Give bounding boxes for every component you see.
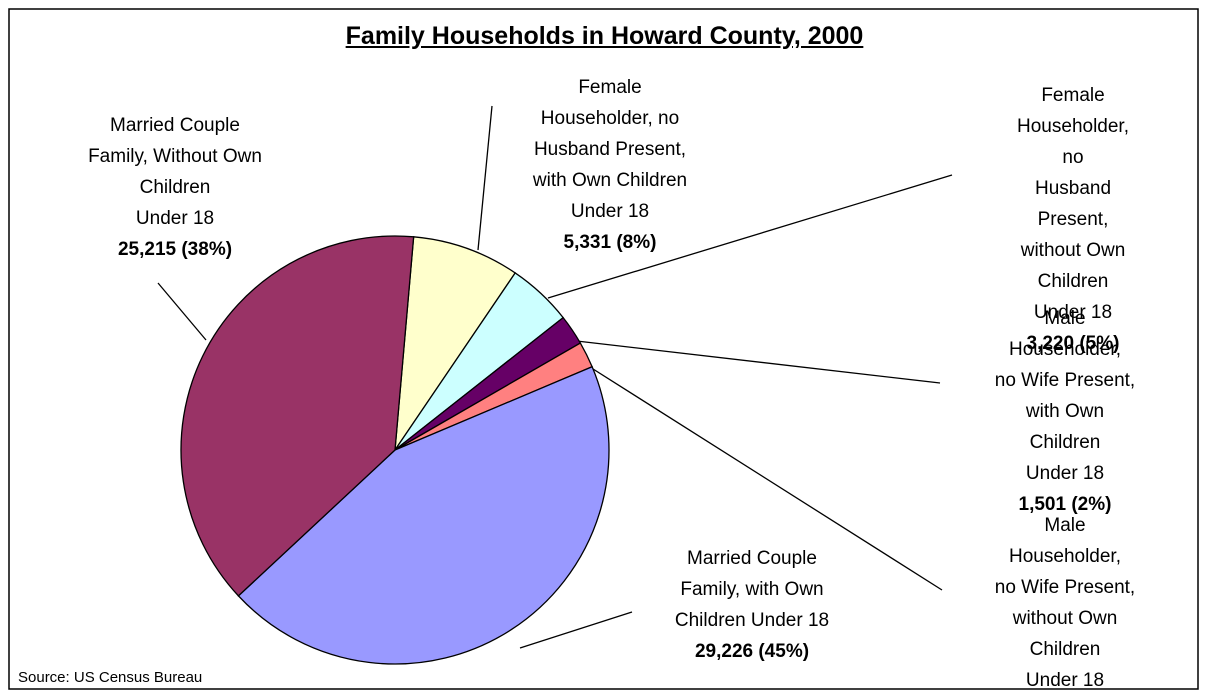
slice-label: Female Householder, no Husband Present, …: [533, 72, 687, 258]
category-label: Male Householder, no Wife Present, witho…: [994, 515, 1136, 691]
slice-label: Married Couple Family, with Own Children…: [675, 543, 829, 667]
source-note: Source: US Census Bureau: [18, 669, 203, 686]
leader-line: [567, 339, 941, 384]
value-label: 1,501 (2%): [1018, 494, 1112, 515]
category-label: Female Householder, no Husband Present, …: [532, 77, 688, 222]
leader-line: [157, 282, 207, 341]
value-label: 3,220 (5%): [1026, 333, 1120, 354]
category-label: Married Couple Family, Without Own Child…: [88, 115, 262, 229]
pie: [180, 235, 610, 665]
leader-line: [581, 361, 943, 591]
pie-slice: [180, 235, 415, 597]
value-label: 25,215 (38%): [117, 239, 233, 260]
leader-line: [519, 611, 633, 649]
pie-slice: [237, 365, 610, 665]
leader-line: [477, 105, 493, 251]
slice-label: Male Householder, no Wife Present, witho…: [993, 510, 1137, 698]
leader-line: [547, 174, 953, 299]
slice-label: Married Couple Family, Without Own Child…: [88, 110, 262, 265]
category-label: Female Householder, no Husband Present, …: [1017, 85, 1129, 323]
value-label: 5,331 (8%): [563, 232, 657, 253]
pie-slice: [394, 236, 517, 453]
slice-label: Male Householder, no Wife Present, with …: [993, 303, 1137, 520]
category-label: Male Householder, no Wife Present, with …: [994, 308, 1136, 484]
category-label: Married Couple Family, with Own Children…: [674, 548, 830, 631]
value-label: 29,226 (45%): [694, 641, 810, 662]
chart-title: Family Households in Howard County, 2000: [345, 22, 864, 50]
slice-label: Female Householder, no Husband Present, …: [1005, 80, 1141, 359]
